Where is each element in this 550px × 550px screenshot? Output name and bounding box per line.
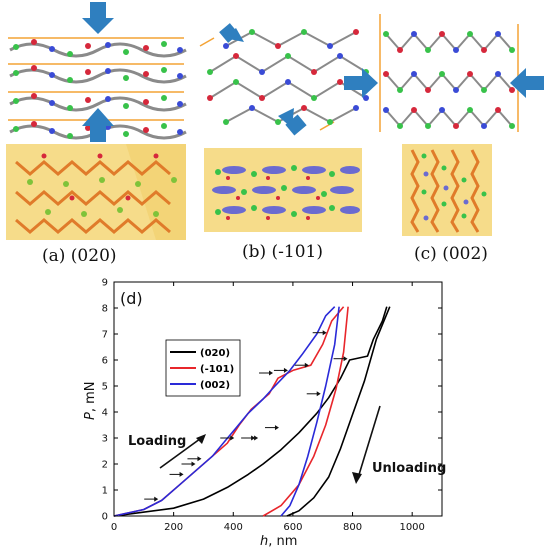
- legend-label-002: (002): [200, 380, 230, 391]
- panel-a-layered-lattice: [8, 2, 187, 142]
- series-020-unloading-curve: [286, 306, 391, 517]
- x-axis-label: h, nm: [260, 534, 297, 549]
- panel-b-structure: (b) (-101): [196, 2, 376, 270]
- plot-area-frame: [113, 281, 443, 517]
- panel-d-label: (d): [120, 289, 143, 308]
- pop-in-arrow-icon: [333, 356, 348, 362]
- pop-in-arrow-icon: [244, 435, 259, 441]
- y-tick-label: 8: [102, 304, 108, 315]
- unloading-arrowhead: [352, 472, 362, 484]
- x-tick-label: 0: [111, 522, 117, 533]
- pop-in-arrow-icon: [312, 330, 327, 336]
- down-arrow-icon: [82, 2, 114, 34]
- panel-a-structure: (a) (020): [4, 2, 192, 266]
- pop-in-arrow-icon: [306, 391, 321, 397]
- pop-in-arrow-icon: [259, 370, 274, 376]
- pop-in-arrow-icon: [241, 435, 256, 441]
- series-002-loading-curve: [113, 306, 336, 517]
- x-tick-label: 600: [283, 522, 302, 533]
- y-tick-label: 6: [102, 356, 108, 367]
- diagonal-arrow-icon: [278, 108, 307, 136]
- panel-a-crystal-block: [6, 144, 186, 240]
- pop-in-arrow-icon: [169, 471, 184, 477]
- legend-label-020: (020): [200, 348, 230, 359]
- y-tick-label: 7: [102, 330, 108, 341]
- y-tick-label: 2: [102, 460, 108, 471]
- series-m101-unloading-curve: [262, 306, 349, 517]
- diagonal-arrow-icon: [219, 23, 244, 43]
- loading-arrowhead: [196, 434, 206, 444]
- unloading-arrow: [357, 405, 381, 479]
- y-tick-label: 0: [102, 512, 108, 523]
- y-tick-label: 9: [102, 278, 108, 289]
- y-tick-label: 3: [102, 434, 108, 445]
- pop-in-arrow-icon: [264, 425, 279, 431]
- y-tick-label: 4: [102, 408, 108, 419]
- panel-b-crystal-block: [204, 148, 362, 232]
- chart-legend: (020) (-101) (002): [165, 339, 241, 397]
- loading-annotation: Loading: [128, 434, 186, 449]
- up-arrow-icon: [82, 108, 114, 142]
- panel-c-crystal-block: [402, 144, 492, 236]
- pop-in-arrow-icon: [273, 367, 288, 373]
- panel-c-caption: (c) (002): [414, 244, 488, 264]
- y-tick-label: 1: [102, 486, 108, 497]
- x-tick-label: 400: [224, 522, 243, 533]
- panel-b-lattice: [199, 23, 369, 136]
- left-arrow-icon: [510, 68, 544, 98]
- x-tick-label: 1000: [399, 522, 424, 533]
- panel-c-lattice: [344, 14, 544, 132]
- pop-in-arrow-icon: [220, 435, 235, 441]
- y-tick-label: 5: [102, 382, 108, 393]
- pop-in-arrow-icon: [294, 362, 309, 368]
- pop-in-arrow-icon: [181, 461, 196, 467]
- unloading-annotation: Unloading: [372, 461, 446, 476]
- x-tick-label: 200: [164, 522, 183, 533]
- series-020-loading-curve: [113, 306, 388, 517]
- y-axis-label: P, mN: [83, 382, 98, 421]
- series-002-unloading-curve: [280, 306, 340, 517]
- series-m101-loading-curve: [113, 306, 345, 517]
- pop-in-arrow-icon: [144, 496, 159, 502]
- panel-a-caption: (a) (020): [42, 246, 117, 266]
- pop-in-arrow-icon: [187, 456, 202, 462]
- loading-arrow: [159, 435, 205, 469]
- panel-c-structure: (c) (002): [340, 14, 546, 272]
- right-arrow-icon: [344, 68, 378, 98]
- panel-b-caption: (b) (-101): [242, 242, 324, 262]
- x-tick-label: 800: [343, 522, 362, 533]
- legend-label-m101: (-101): [200, 364, 234, 375]
